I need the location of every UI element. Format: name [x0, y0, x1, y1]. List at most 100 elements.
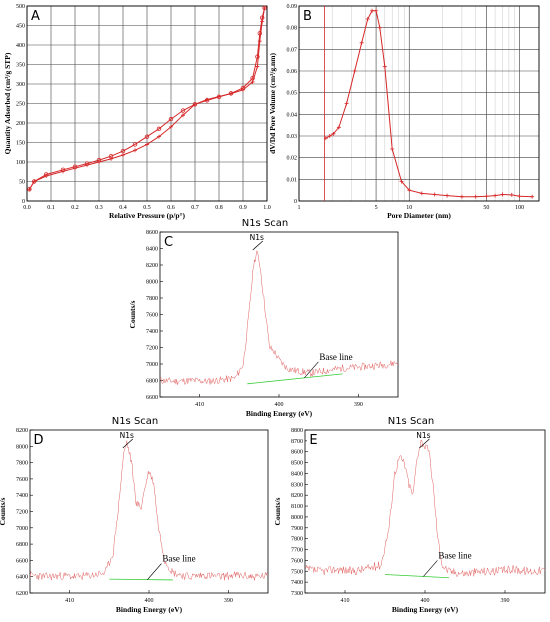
data-point — [257, 31, 262, 36]
y-tick-label: 0.04 — [287, 112, 298, 118]
y-tick-label: 7800 — [16, 461, 28, 467]
y-tick-label: 400 — [16, 43, 25, 49]
y-tick-label: 0.02 — [287, 156, 298, 162]
y-tick-label: 0.03 — [287, 134, 298, 140]
y-tick-label: 0 — [294, 199, 297, 205]
y-axis-label: Counts/s — [128, 300, 137, 328]
y-tick-label: 350 — [16, 63, 25, 69]
peak-pointer — [419, 438, 430, 449]
y-tick-label: 150 — [16, 141, 25, 147]
y-tick-label: 0.06 — [287, 69, 298, 75]
panel-letter-bg — [307, 432, 320, 446]
data-point — [144, 134, 150, 139]
data-point — [500, 192, 505, 197]
data-point — [73, 166, 77, 171]
data-point — [121, 152, 125, 157]
panel-letter-bg — [29, 8, 42, 22]
data-point — [193, 102, 197, 107]
data-point — [473, 194, 478, 199]
data-point — [365, 17, 370, 21]
x-axis-label: Relative Pressure (p/p°) — [109, 211, 186, 220]
baseline-label: Base line — [319, 352, 352, 362]
plot-frame — [29, 429, 269, 594]
y-tick-label: 0.09 — [287, 4, 298, 10]
series-line — [28, 7, 266, 190]
y-tick-label: 7300 — [291, 591, 303, 597]
y-tick-label: 0.07 — [287, 47, 298, 53]
y-tick-label: 7400 — [146, 329, 158, 335]
data-point — [344, 101, 349, 106]
panel-letter-bg — [32, 432, 45, 446]
data-point — [180, 108, 186, 113]
y-tick-label: 8200 — [16, 428, 28, 434]
y-tick-label: 6200 — [16, 591, 28, 597]
panel-letter: E — [309, 433, 317, 448]
y-tick-label: 6600 — [16, 558, 28, 564]
signal-line — [29, 440, 269, 581]
y-axis-label: dV/Dd Pore Volume (cm³/g.nm) — [268, 53, 277, 154]
data-point — [407, 188, 412, 193]
y-tick-label: 7200 — [146, 346, 158, 352]
x-tick-label: 0.5 — [143, 205, 151, 211]
x-tick-label: 410 — [65, 598, 74, 604]
y-tick-label: 7000 — [16, 526, 28, 532]
data-point — [133, 148, 137, 153]
baseline-line — [384, 574, 450, 579]
peak-pointer — [252, 240, 264, 251]
y-tick-label: 8400 — [146, 247, 158, 253]
data-point — [399, 179, 404, 184]
data-point — [169, 124, 173, 129]
y-tick-label: 7600 — [16, 477, 28, 483]
data-point — [459, 194, 464, 199]
x-tick-label: 10 — [406, 205, 412, 211]
baseline-line — [247, 373, 343, 385]
data-point — [517, 194, 522, 199]
panel-letter-bg — [162, 234, 175, 248]
plot-frame — [159, 231, 399, 398]
y-tick-label: 7500 — [291, 569, 303, 575]
data-point — [390, 147, 395, 151]
y-tick-label: 100 — [16, 160, 25, 166]
data-point — [217, 94, 221, 99]
data-point — [260, 19, 265, 24]
y-tick-label: 8700 — [291, 439, 303, 445]
data-point — [352, 69, 357, 73]
x-tick-label: 400 — [275, 402, 284, 408]
y-tick-label: 450 — [16, 24, 25, 30]
y-tick-label: 8400 — [291, 471, 303, 477]
x-tick-label: 0.9 — [239, 205, 247, 211]
data-point — [509, 192, 514, 197]
data-point — [374, 8, 379, 13]
data-point — [255, 64, 260, 69]
data-point — [120, 148, 126, 154]
baseline-label: Base line — [162, 554, 195, 564]
data-point — [359, 40, 364, 45]
y-tick-label: 8000 — [146, 280, 158, 286]
y-tick-label: 8300 — [291, 482, 303, 488]
y-axis-label: Counts/s — [273, 497, 282, 525]
baseline-pointer — [147, 563, 162, 580]
panel-letter-bg — [301, 8, 314, 22]
y-tick-label: 6800 — [146, 379, 158, 385]
y-tick-label: 8100 — [291, 504, 303, 510]
y-tick-label: 8000 — [291, 515, 303, 521]
y-tick-label: 7400 — [291, 580, 303, 586]
x-tick-label: 100 — [515, 205, 524, 211]
y-axis-label: Counts/s — [0, 497, 7, 525]
plot-frame — [26, 5, 268, 202]
data-point — [250, 80, 255, 85]
y-tick-label: 7800 — [146, 296, 158, 302]
x-tick-label: 1 — [298, 205, 301, 211]
baseline-pointer — [304, 361, 319, 379]
x-tick-label: 5 — [375, 205, 378, 211]
peak-label: N1s — [120, 431, 134, 440]
pore-size-chart-b: 1 5 10 50 100 0 0.01 0.02 0.03 0.04 0.05 0.06 0.07 0.… — [268, 4, 540, 220]
y-tick-label: 7600 — [291, 558, 303, 564]
y-tick-label: 8800 — [291, 428, 303, 434]
x-tick-label: 0.4 — [119, 205, 127, 211]
y-tick-label: 0 — [22, 199, 25, 205]
y-tick-label: 7700 — [291, 548, 303, 554]
data-point — [229, 91, 233, 96]
x-axis-label: Binding Energy (eV) — [116, 605, 183, 614]
data-point — [262, 5, 267, 10]
